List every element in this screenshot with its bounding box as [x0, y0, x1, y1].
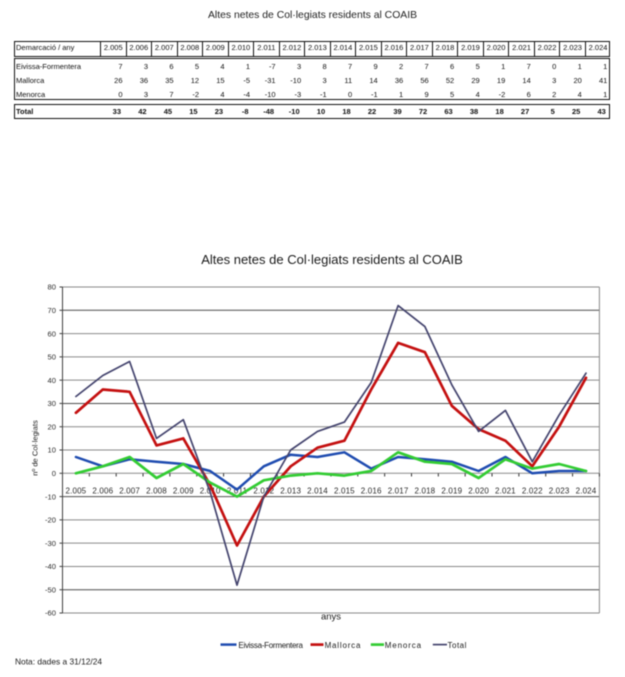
svg-text:2.006: 2.006: [92, 487, 113, 496]
svg-text:Altes netes de Col·legiats res: Altes netes de Col·legiats residents al …: [201, 252, 463, 267]
svg-text:-30: -30: [45, 539, 56, 548]
svg-text:2.021: 2.021: [495, 487, 516, 496]
svg-text:2.009: 2.009: [173, 487, 194, 496]
svg-text:-40: -40: [45, 562, 56, 571]
svg-text:50: 50: [48, 353, 56, 362]
svg-text:2.013: 2.013: [280, 487, 301, 496]
svg-text:10: 10: [48, 446, 56, 455]
svg-text:2.011: 2.011: [227, 487, 248, 496]
svg-text:Total: Total: [448, 641, 467, 650]
svg-text:2.014: 2.014: [307, 487, 328, 496]
svg-text:-10: -10: [45, 492, 56, 501]
svg-text:2.023: 2.023: [549, 487, 570, 496]
svg-text:nº de Col·legiats: nº de Col·legiats: [30, 420, 39, 476]
svg-text:2.018: 2.018: [415, 487, 436, 496]
svg-text:2.020: 2.020: [468, 487, 489, 496]
svg-text:-60: -60: [45, 609, 56, 618]
svg-text:anys: anys: [321, 612, 341, 623]
svg-text:70: 70: [48, 306, 56, 315]
svg-text:2.005: 2.005: [66, 487, 87, 496]
svg-text:Eivissa-Formentera: Eivissa-Formentera: [238, 641, 303, 650]
svg-text:30: 30: [48, 399, 56, 408]
svg-text:0: 0: [52, 469, 56, 478]
svg-text:2.017: 2.017: [388, 487, 409, 496]
svg-text:20: 20: [48, 422, 56, 431]
svg-text:40: 40: [48, 376, 56, 385]
svg-text:2.024: 2.024: [576, 487, 597, 496]
svg-text:2.015: 2.015: [334, 487, 355, 496]
svg-text:2.007: 2.007: [119, 487, 140, 496]
svg-text:2.016: 2.016: [361, 487, 382, 496]
svg-text:2.012: 2.012: [253, 487, 274, 496]
svg-text:2.008: 2.008: [146, 487, 167, 496]
svg-text:Mallorca: Mallorca: [325, 641, 362, 650]
svg-text:60: 60: [48, 329, 56, 338]
svg-text:-50: -50: [45, 585, 56, 594]
svg-text:80: 80: [48, 283, 56, 292]
svg-text:Menorca: Menorca: [385, 641, 422, 650]
svg-text:-20: -20: [45, 516, 56, 525]
svg-text:Nota: dades a 31/12/24: Nota: dades a 31/12/24: [15, 657, 102, 667]
svg-text:2.019: 2.019: [441, 487, 462, 496]
svg-text:2.022: 2.022: [522, 487, 543, 496]
